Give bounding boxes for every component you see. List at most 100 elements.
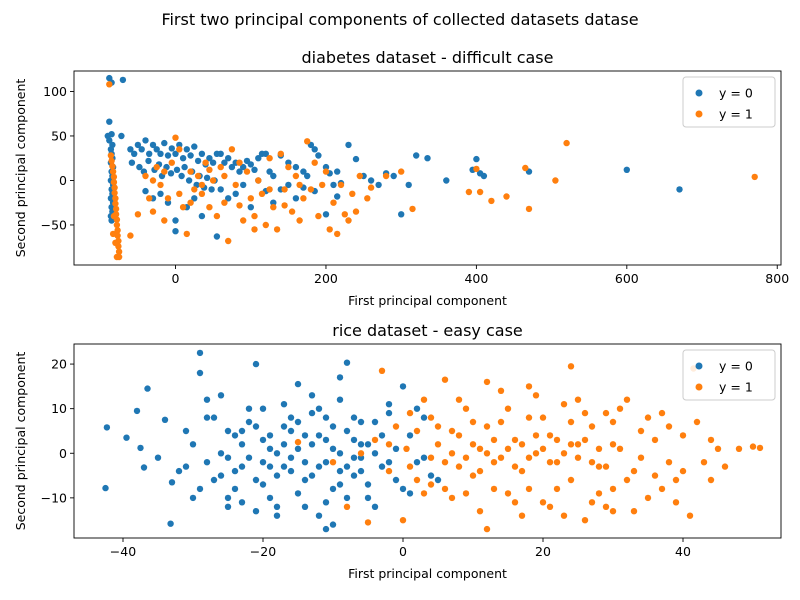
chart1-series2-point [206,166,213,173]
chart2-series2-point [539,499,547,506]
chart1-series1-point [375,181,382,189]
chart1-series2-point [296,217,303,224]
chart1-series2-point [209,177,217,184]
chart2-series2-point [476,467,484,475]
chart1-series1-point [225,155,232,162]
chart2-series2-point [462,490,470,497]
chart2-series2-point [574,441,582,448]
chart2-series1-point [336,396,344,403]
chart1-series2-point [109,168,117,175]
chart2-series2-point [532,450,540,457]
chart1-axes-frame [73,70,782,266]
chart2-series2-point [581,409,589,417]
chart1-series1-point [176,141,183,149]
chart1-series2-point [251,212,258,220]
chart2-legend-label: y = 1 [719,380,753,395]
chart1-series2-point [364,195,371,202]
chart1-series2-point [183,230,190,238]
chart1-series2-point [236,159,243,166]
chart1-series2-point [251,226,258,233]
chart2-series2-point [406,463,414,470]
chart2-series1-point [364,481,372,488]
chart1-series2-point [161,168,168,175]
chart2-series1-point [167,520,174,527]
chart2-series1-point [294,490,302,497]
chart1-series1-point [194,157,202,165]
chart2-series1-point [329,521,337,528]
chart2-series2-point [588,499,596,506]
chart2-series2-point [406,409,414,417]
chart1-series2-point [382,172,390,180]
chart1-series2-point [191,186,198,193]
chart2-series1-point [350,436,358,444]
chart2-series2-point [539,445,547,452]
chart2-series1-point [175,467,183,475]
chart1-series1-point [311,146,318,153]
chart1-series1-point [119,76,127,84]
chart1-series2-point [473,165,480,173]
chart1-series1-point [225,195,232,202]
chart1-series1-point [315,152,322,159]
chart1-series2-point [288,208,296,215]
chart2-series1-point [315,432,323,439]
chart2-series1-point [161,416,169,423]
chart2-series2-point [441,376,449,383]
chart1-series1-point [285,159,292,166]
chart1-legend-label: y = 1 [719,107,753,122]
chart2-series2-point [574,454,582,461]
chart2-series1-point [357,418,365,426]
chart2-series2-point [658,485,666,493]
chart1-series1-point [145,157,152,165]
chart2-series1-point [336,450,344,457]
chart1-series2-point [266,186,273,193]
chart1-legend-box [682,76,776,128]
chart1-series2-point [277,150,284,157]
chart1-series2-point [356,172,363,180]
chart2-series2-point [574,396,582,403]
chart1-series2-point [111,189,118,197]
chart1-series2-point [113,221,121,229]
chart1-series1-point [185,177,193,184]
chart2-series2-point [469,472,477,479]
chart2-series1-point [301,476,309,484]
chart1-series2-point [176,190,183,197]
chart2-series1-point [343,359,351,366]
chart2-series2-point [672,476,680,484]
chart2-series2-point [385,441,393,448]
chart1-series2-point [304,138,311,145]
chart1-series1-point [118,132,125,140]
chart2-series1-point [273,450,281,457]
chart2-series1-point [322,459,330,466]
chart1-series1-point [292,195,300,202]
chart1-series2-point [213,212,221,220]
chart2-series2-point [357,450,365,457]
chart2-series2-point [749,443,757,450]
chart2-series1-point [252,476,260,484]
chart1-series1-point [173,166,181,173]
chart1-series2-point [552,177,559,184]
chart2-series1-point [336,481,344,488]
chart2-series2-point [413,427,421,435]
chart1-series2-point [751,173,758,181]
chart2-series1-point [140,464,148,471]
chart2-series2-point [651,472,659,479]
chart2-series1-point [378,463,386,470]
chart2-series2-point [511,463,519,470]
chart1-x-tick-label: 200 [314,271,338,286]
chart2-series1-point [224,454,232,461]
chart2-series2-point [455,463,463,470]
chart2-series1-point [350,454,358,461]
chart2-series1-point [252,508,260,515]
chart1-series2-point [176,146,183,153]
chart2-series2-point [567,363,575,370]
chart2-series2-point [427,414,435,421]
chart1-series1-point [198,150,206,157]
chart2-series2-point [469,418,477,426]
chart1-series2-point [247,195,254,202]
chart2-series2-point [553,485,561,493]
chart2-series1-point [357,467,365,475]
chart1-series1-point [217,150,224,157]
chart2-series1-point [427,472,435,479]
chart2-series2-point [441,485,449,493]
